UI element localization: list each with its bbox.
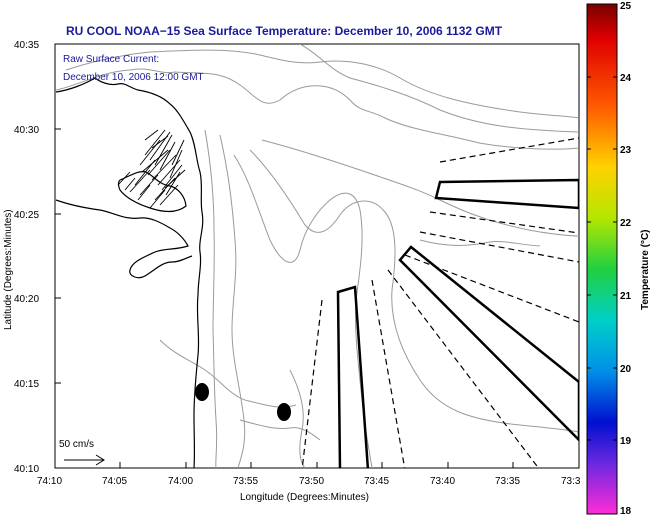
boundary-line [419, 231, 579, 263]
current-note-line2: December 10, 2006 12:00 GMT [63, 72, 204, 83]
colorbar-tick-label: 24 [620, 73, 632, 84]
boundary-line [371, 279, 406, 468]
colorbar-tick-label: 25 [620, 1, 632, 12]
bathymetry-contour [65, 49, 579, 119]
figure-title: RU COOL NOAA−15 Sea Surface Temperature:… [66, 24, 503, 38]
current-vector [139, 129, 176, 171]
plot-area [54, 43, 580, 469]
boundary-line [301, 299, 323, 468]
coastline-inlet [55, 199, 193, 279]
colorbar-tick-label: 20 [620, 364, 632, 375]
boundary-line [387, 269, 540, 468]
current-vector [137, 129, 186, 201]
y-tick-label: 40:25 [14, 210, 39, 221]
x-tick-label: 73:55 [233, 476, 258, 487]
y-tick-label: 40:35 [14, 40, 39, 51]
station-marker [277, 403, 291, 421]
x-tick-label: 73:40 [430, 476, 455, 487]
surface-current-vectors [117, 129, 186, 209]
bathymetry-contour [299, 44, 579, 133]
colorbar-tick-label: 19 [620, 436, 632, 447]
colorbar-tick-label: 22 [620, 218, 632, 229]
disposal-area-boundaries [301, 137, 579, 468]
x-tick-label: 73:3 [561, 476, 581, 487]
disposal-areas [336, 178, 579, 468]
current-vector [147, 149, 183, 196]
coastline-bay [117, 171, 187, 213]
bathymetry-contour [55, 68, 579, 150]
x-tick-label: 73:50 [299, 476, 324, 487]
x-axis-ticks [54, 462, 514, 468]
x-tick-label: 73:35 [495, 476, 520, 487]
colorbar-ticks [587, 76, 617, 441]
bathymetry-contour [219, 134, 246, 468]
current-note-line1: Raw Surface Current: [63, 54, 159, 65]
current-vector [117, 159, 159, 196]
colorbar-tick-label: 18 [620, 506, 632, 517]
y-tick-label: 40:10 [14, 464, 39, 475]
scale-label: 50 cm/s [59, 439, 94, 450]
scale-arrow-icon [64, 454, 105, 466]
bathymetry-contour [289, 369, 306, 468]
bathymetry-contour [249, 149, 579, 433]
colorbar [586, 3, 618, 515]
boundary-line [404, 254, 579, 323]
x-axis-label: Longitude (Degrees:Minutes) [240, 492, 369, 503]
current-vector [149, 139, 185, 209]
disposal-area-north [434, 178, 579, 210]
colorbar-label: Temperature (°C) [640, 230, 651, 311]
station-marker [195, 383, 209, 401]
y-tick-label: 40:15 [14, 379, 39, 390]
boundary-line [439, 137, 579, 163]
bathymetry-contour [239, 419, 321, 441]
disposal-area-south [336, 285, 370, 468]
bathymetry-contour [419, 239, 541, 247]
y-axis-label: Latitude (Degrees:Minutes) [3, 209, 14, 330]
boundary-line [429, 211, 579, 234]
colorbar-tick-label: 21 [620, 291, 632, 302]
bathymetry-contour [233, 154, 373, 468]
x-tick-label: 74:05 [102, 476, 127, 487]
coastline-shore [55, 77, 204, 468]
bathymetry-contour [204, 129, 218, 468]
y-tick-label: 40:20 [14, 294, 39, 305]
x-tick-label: 73:45 [364, 476, 389, 487]
disposal-area-diagonal [398, 245, 579, 442]
y-tick-label: 40:30 [14, 125, 39, 136]
x-tick-label: 74:00 [168, 476, 193, 487]
colorbar-tick-label: 23 [620, 145, 632, 156]
x-tick-label: 74:10 [37, 476, 62, 487]
y-axis-ticks [55, 43, 61, 469]
bathymetry-contour [159, 339, 297, 408]
bathymetry-contour [261, 139, 579, 237]
bathymetry-contours [55, 44, 579, 468]
coastline [55, 77, 204, 468]
